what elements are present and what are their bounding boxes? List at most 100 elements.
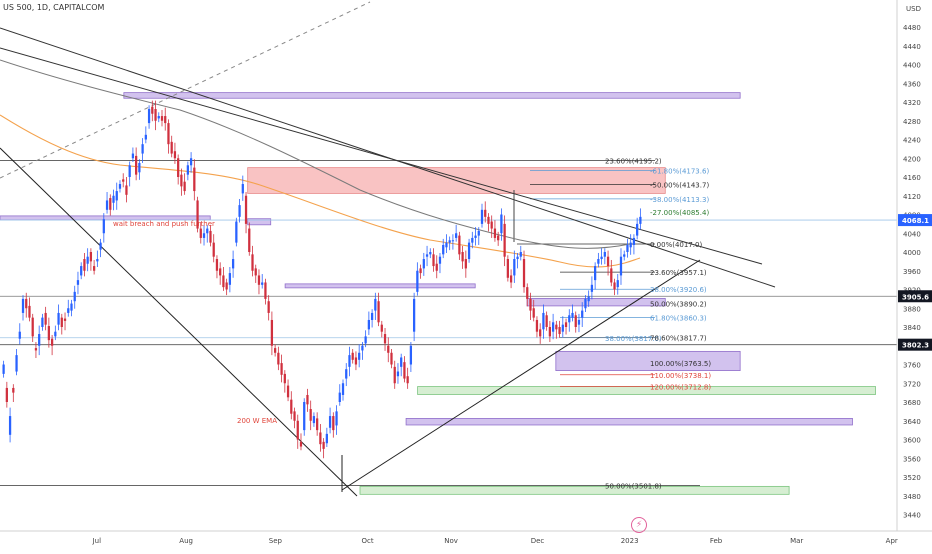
candle-body [154,109,157,121]
candle-body [380,324,383,332]
candle-body [332,416,335,431]
candle-body [102,219,105,234]
candle-body [186,165,189,175]
candle-body [548,327,552,337]
candle-body [513,259,516,276]
candle-body [529,298,532,311]
candle-body [70,303,73,311]
candle-body [328,416,332,428]
candle-body [170,141,173,154]
candle-body [435,263,438,271]
candle-body [522,259,526,288]
candle-body [241,184,244,194]
x-tick-label: 2023 [621,537,639,545]
candle-body [12,387,15,393]
candle-body [374,298,377,311]
candle-body [309,409,312,421]
price-tag-bg [898,338,932,351]
candle-body [516,256,519,260]
candle-body [409,345,413,365]
zone-purple-4 [247,218,272,226]
candle-body [610,268,613,283]
candle-body [509,275,513,283]
candle-body [128,165,131,177]
candle-body [425,254,429,257]
candle-body [118,184,122,189]
x-tick-label: Feb [710,537,723,545]
candle-body [487,216,490,224]
y-tick-label: 3680 [903,399,921,407]
candle-body [147,109,151,124]
candle-body [131,153,135,159]
y-tick-label: 3960 [903,268,921,276]
candle-body [50,338,54,346]
candle-body [432,254,435,267]
candle-body [228,273,232,285]
candle-body [105,200,109,210]
zone-purple-6 [526,298,666,307]
candle-body [338,392,341,402]
zone-purple-7 [555,350,741,371]
candle-body [325,433,328,444]
candle-body [351,352,354,360]
candle-body [215,259,219,271]
candle-body [416,270,419,292]
level-lines-layer [0,160,897,486]
candle-body [83,259,86,271]
candle-body [364,336,367,344]
fib-label-4: -27.00%(4085.4) [650,209,709,217]
candle-body [122,179,125,182]
y-tick-label: 3720 [903,380,921,388]
candle-body [193,167,196,192]
candle-body [319,432,322,445]
candle-body [412,298,416,332]
candle-body [400,357,403,367]
y-tick-label: 4440 [903,43,921,51]
y-tick-label: 3560 [903,455,921,463]
candle-body [561,324,564,332]
candle-body [316,418,319,431]
candle-body [581,310,584,318]
price-tag-bg [898,290,932,303]
candle-body [619,256,623,276]
x-tick-label: Aug [179,537,193,545]
y-tick-label: 3480 [903,493,921,501]
flash-icon[interactable]: ⚡ [631,517,647,533]
candle-body [568,315,571,323]
candle-body [209,230,212,243]
candle-body [393,366,396,384]
candle-body [584,298,587,309]
candle-body [461,252,464,262]
candle-body [341,383,345,395]
candle-body [370,312,374,320]
y-tick-label: 3440 [903,512,921,520]
candle-body [503,223,506,257]
candle-body [419,268,422,274]
candle-body [497,235,500,241]
fib-label-11: 78.60%(3817.7) [650,334,707,342]
fib-label-5: 0.00%(4017.0) [650,241,702,249]
candle-body [92,266,96,271]
candle-body [38,334,41,346]
ma-gray-line [0,59,631,249]
candle-body [151,106,154,114]
candle-body [551,322,555,332]
candle-body [76,280,80,285]
fib-label-15: 50.00%(3501.8) [605,483,662,491]
candle-body [167,123,170,145]
candle-body [594,266,597,281]
candle-body [606,256,610,267]
y-tick-label: 4400 [903,62,921,70]
candle-body [138,162,141,173]
candle-body [225,282,228,290]
candle-body [290,399,293,414]
fib-label-0: 23.60%(4195.2) [605,158,662,166]
candle-body [484,209,487,217]
fib-label-13: 110.00%(3738.1) [650,372,711,380]
candle-body [41,317,44,327]
zone-purple-0 [123,92,741,99]
fib-label-8: 50.00%(3890.2) [650,300,707,308]
candle-body [600,256,603,260]
